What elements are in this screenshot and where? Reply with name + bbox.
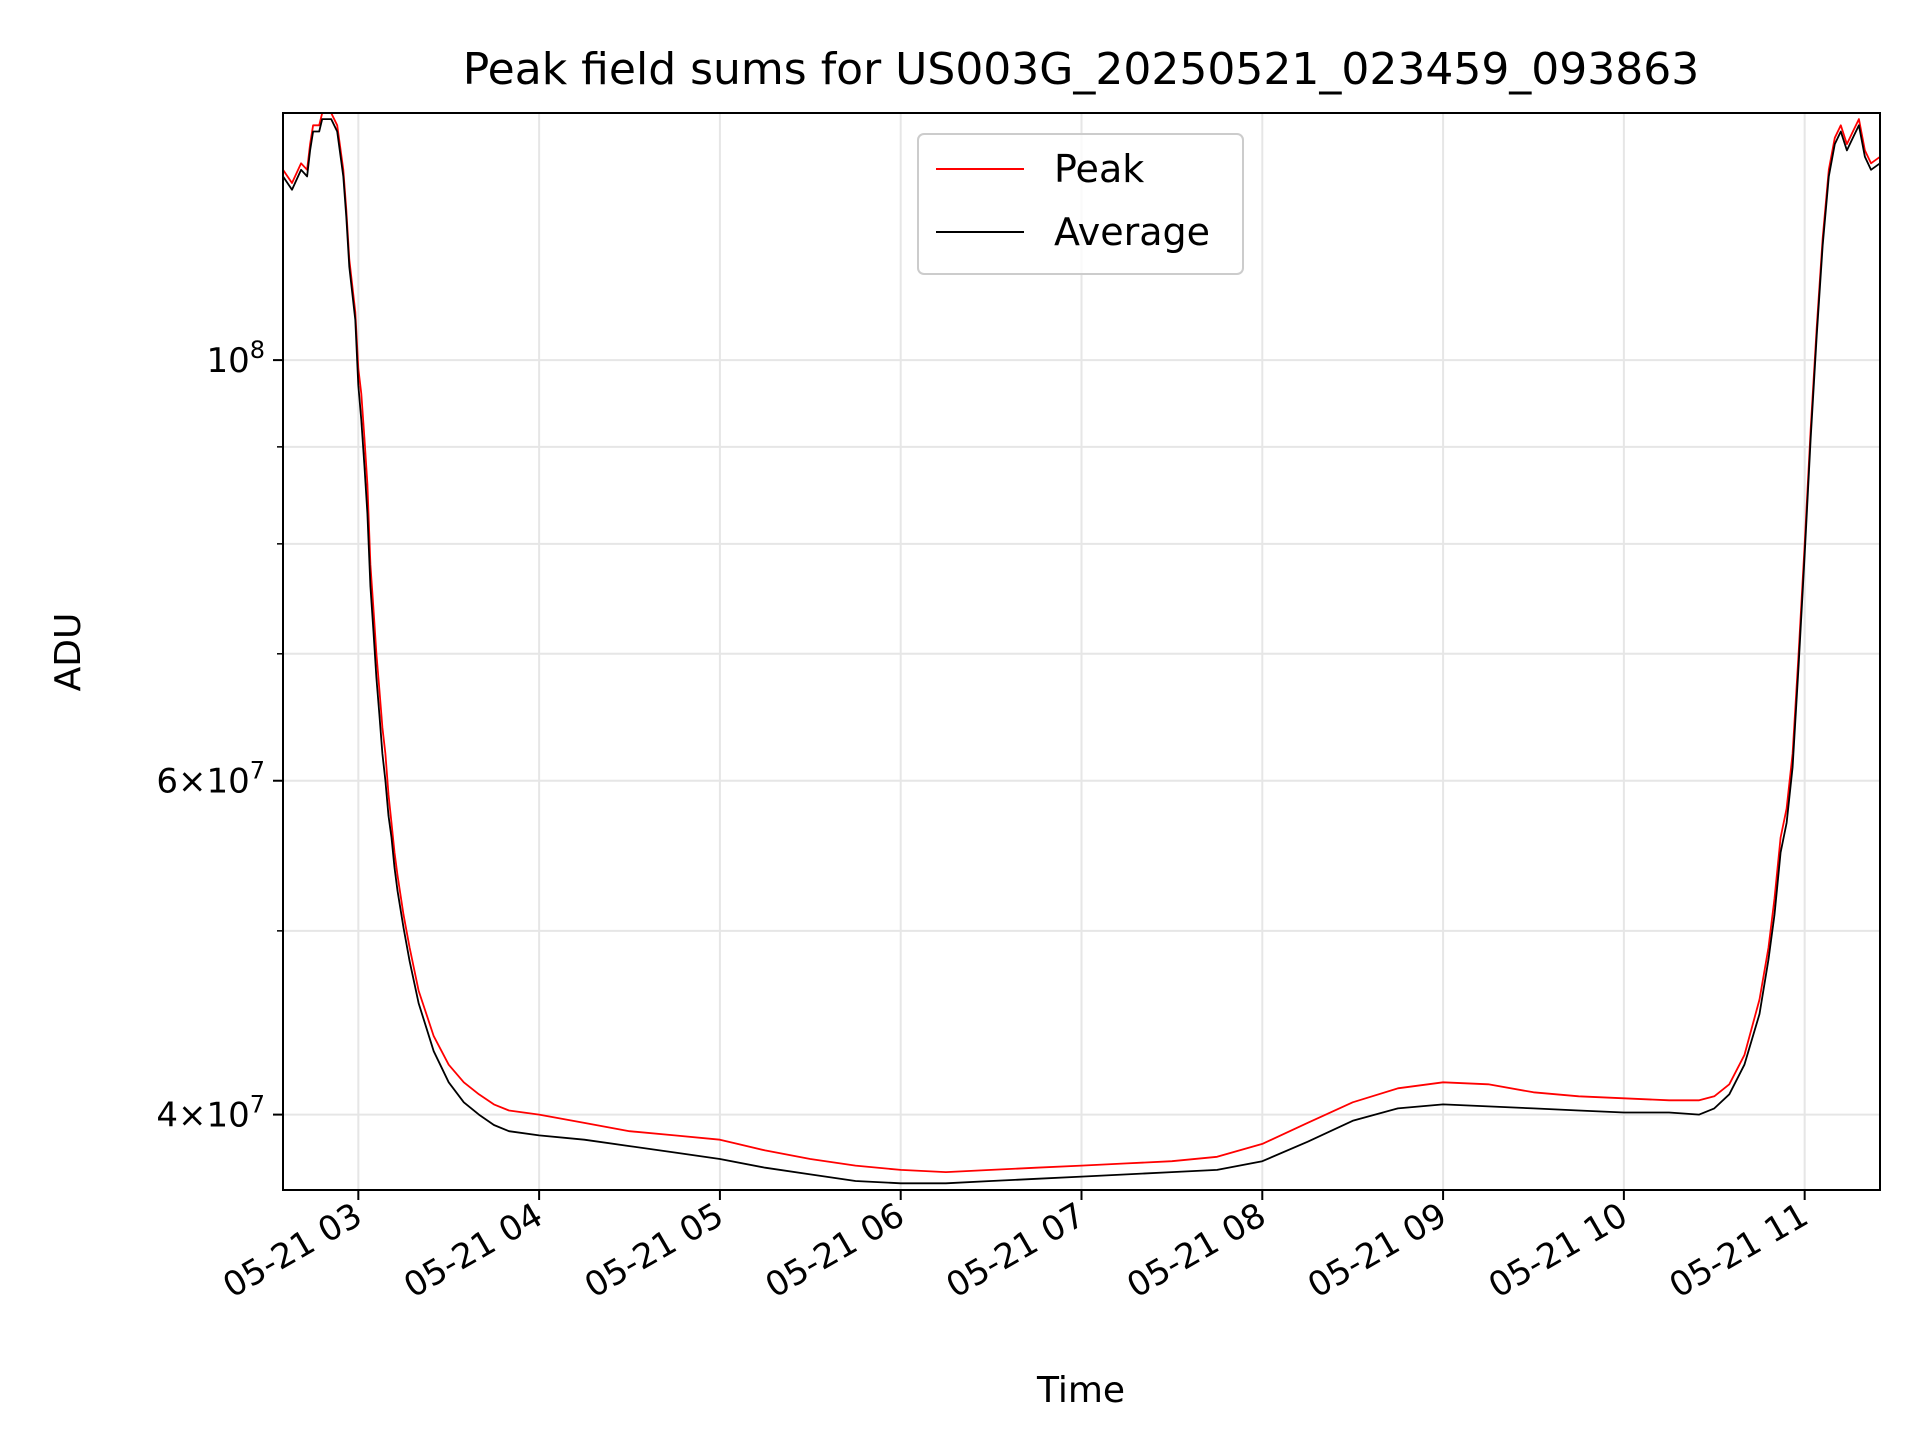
y-axis: 108 6×107 4×107 — [156, 336, 283, 1136]
y-tick-label: 6×107 — [156, 757, 265, 802]
y-tick-label: 4×107 — [156, 1091, 265, 1136]
x-tick-label: 05-21 09 — [1301, 1195, 1453, 1306]
legend-label-average: Average — [1054, 210, 1210, 254]
x-tick-label: 05-21 06 — [759, 1195, 911, 1306]
series-line-average — [283, 118, 1880, 1185]
x-tick-label: 05-21 07 — [940, 1195, 1092, 1306]
y-tick-label: 108 — [206, 336, 265, 381]
chart-title: Peak field sums for US003G_20250521_0234… — [463, 44, 1700, 95]
legend-label-peak: Peak — [1054, 147, 1144, 191]
x-tick-label: 05-21 05 — [578, 1195, 730, 1306]
x-tick-label: 05-21 11 — [1663, 1195, 1815, 1306]
x-tick-label: 05-21 10 — [1482, 1195, 1634, 1306]
x-tick-label: 05-21 04 — [397, 1195, 549, 1306]
legend: Peak Average — [917, 133, 1244, 275]
x-axis-label: Time — [1036, 1370, 1125, 1411]
series-layer — [283, 113, 1880, 1185]
grid-layer — [283, 113, 1880, 1190]
x-tick-label: 05-21 08 — [1120, 1195, 1272, 1306]
x-tick-label: 05-21 03 — [216, 1195, 368, 1306]
x-axis: 05-21 03 05-21 04 05-21 05 05-21 06 05-21 07… — [216, 1190, 1815, 1306]
y-axis-label: ADU — [48, 613, 89, 692]
